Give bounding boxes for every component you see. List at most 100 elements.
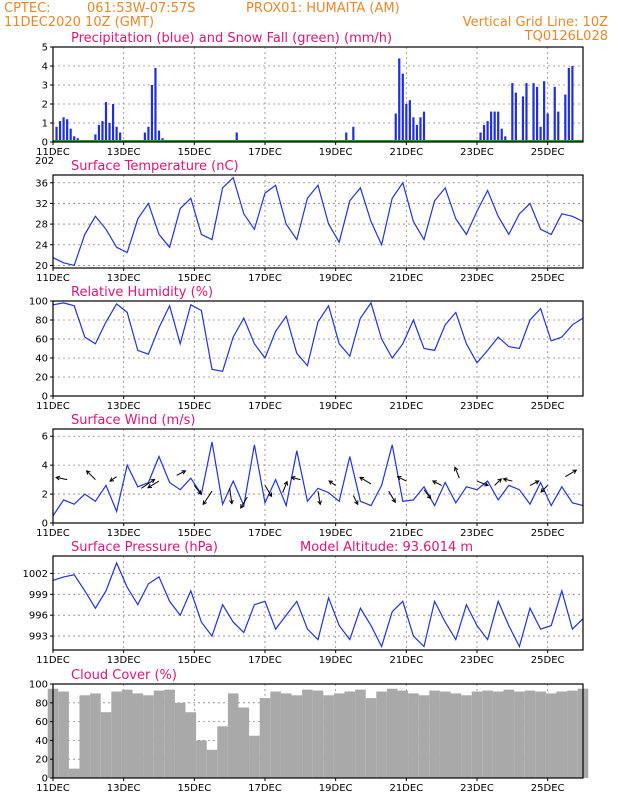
precip-bar	[147, 126, 150, 142]
cloud-bar	[503, 689, 515, 778]
header: CPTEC: 061:53W-07:57S PROX01: HUMAITA (A…	[4, 1, 608, 44]
cloud-bar	[408, 693, 419, 778]
cloud-bar	[132, 693, 144, 778]
panel-frame	[52, 46, 584, 143]
x-tick-label: 11DEC	[36, 147, 70, 158]
precip-bar	[497, 111, 500, 142]
wind-arrow	[141, 479, 155, 489]
cloud-bar	[439, 691, 451, 778]
x-tick-label: 13DEC	[107, 528, 141, 539]
wind-arrow	[388, 490, 396, 503]
wind-arrow-head	[359, 476, 365, 482]
y-tick-label: 0	[42, 519, 48, 530]
cloud-bar	[121, 689, 133, 778]
x-tick-label: 23DEC	[460, 655, 494, 666]
precip-bar	[546, 113, 549, 142]
x-tick-label: 17DEC	[248, 401, 282, 412]
cloud-bar	[386, 688, 398, 778]
y-tick-label: 36	[35, 178, 48, 189]
y-tick-label: 999	[29, 590, 48, 601]
cloud-bar	[185, 712, 197, 778]
precip-bar	[567, 67, 570, 142]
cloud-bar	[323, 695, 334, 778]
precip-bar	[101, 121, 104, 142]
cloud-bar	[471, 691, 483, 778]
cloud-bar	[249, 735, 260, 778]
wind-arrow	[56, 476, 68, 481]
precip-bar	[521, 96, 525, 142]
panel-1: Surface Temperature (nC) 20 24 28 32 36 11DEC 1…	[35, 159, 584, 284]
cloud-bar	[535, 691, 546, 778]
wind-arrow-head	[354, 500, 359, 506]
x-tick-label: 19DEC	[319, 655, 353, 666]
x-tick-label: 15DEC	[177, 655, 211, 666]
wind-arrow-head	[328, 480, 334, 485]
cloud-bar	[291, 695, 303, 778]
wind-arrow	[317, 491, 321, 505]
wind-arrow	[352, 495, 359, 505]
y-tick-label: 80	[35, 698, 48, 709]
precip-bar	[419, 117, 422, 142]
wind-arrow-head	[197, 490, 202, 496]
precip-bar	[493, 111, 496, 142]
precip-bar	[58, 121, 62, 142]
cloud-bar	[259, 698, 271, 778]
panel-5: Cloud Cover (%) 0 20 40 60 80 100 11DEC 13DEC 15D…	[29, 668, 589, 794]
panel-title: Cloud Cover (%)	[71, 668, 177, 683]
y-tick-label: 0	[42, 392, 48, 403]
cloud-bar	[376, 691, 387, 778]
y-tick-label: 40	[35, 354, 48, 365]
panel-3: Surface Wind (m/s) 0 2 4 6 11DEC 13DEC 15DEC 17D…	[36, 413, 584, 539]
precip-bar	[543, 81, 546, 142]
precip-bar	[486, 121, 489, 142]
x-tick-label: 15DEC	[177, 783, 211, 794]
y-tick-label: 6	[42, 432, 48, 443]
panel-frame	[52, 428, 584, 524]
panel-title: Surface Temperature (nC)	[71, 159, 239, 174]
precip-bar	[115, 126, 118, 142]
wind-arrow	[565, 469, 577, 478]
y-tick-label: 100	[29, 297, 48, 308]
wind-arrow	[432, 480, 442, 486]
cloud-bar	[68, 768, 80, 778]
panel-0: Precipitation (blue) and Snow Fall (gree…	[35, 31, 584, 167]
x-tick-label: 13DEC	[107, 655, 141, 666]
x-tick-label: 21DEC	[389, 273, 423, 284]
wind-arrow-head	[540, 488, 546, 493]
precip-bar	[157, 130, 161, 142]
series-line	[52, 301, 584, 372]
cloud-bar	[556, 691, 568, 778]
cloud-bar	[461, 695, 472, 778]
precip-bar	[55, 126, 58, 142]
precip-bar	[154, 67, 157, 142]
precip-bar	[511, 83, 514, 142]
x-tick-label: 23DEC	[460, 401, 494, 412]
wind-arrow	[529, 480, 540, 486]
wind-arrow-head	[147, 483, 153, 489]
cloud-bar	[365, 698, 377, 778]
precip-bar	[119, 132, 122, 142]
wind-arrow	[454, 466, 460, 479]
cloud-bar	[174, 702, 186, 778]
wind-arrow-head	[202, 500, 207, 506]
cloud-bar	[397, 690, 409, 778]
y-tick-label: 1002	[23, 569, 48, 580]
y-tick-label: 4	[42, 461, 48, 472]
wind-arrow	[202, 490, 213, 505]
x-tick-label: 25DEC	[531, 401, 565, 412]
series-line	[52, 561, 584, 649]
panels: Precipitation (blue) and Snow Fall (gree…	[23, 31, 589, 794]
cloud-bar	[217, 726, 228, 778]
x-tick-label: 17DEC	[248, 528, 282, 539]
wind-arrow	[328, 480, 336, 486]
precip-bar	[422, 111, 426, 142]
cloud-bar	[567, 690, 578, 778]
x-tick-label: 25DEC	[531, 655, 565, 666]
x-tick-label: 23DEC	[460, 528, 494, 539]
x-tick-label: 15DEC	[177, 528, 211, 539]
y-tick-label: 20	[35, 373, 48, 384]
header-coords: 061:53W-07:57S	[87, 1, 195, 16]
cloud-bar	[227, 693, 239, 778]
wind-arrow	[282, 481, 288, 493]
precip-bar	[401, 73, 404, 142]
